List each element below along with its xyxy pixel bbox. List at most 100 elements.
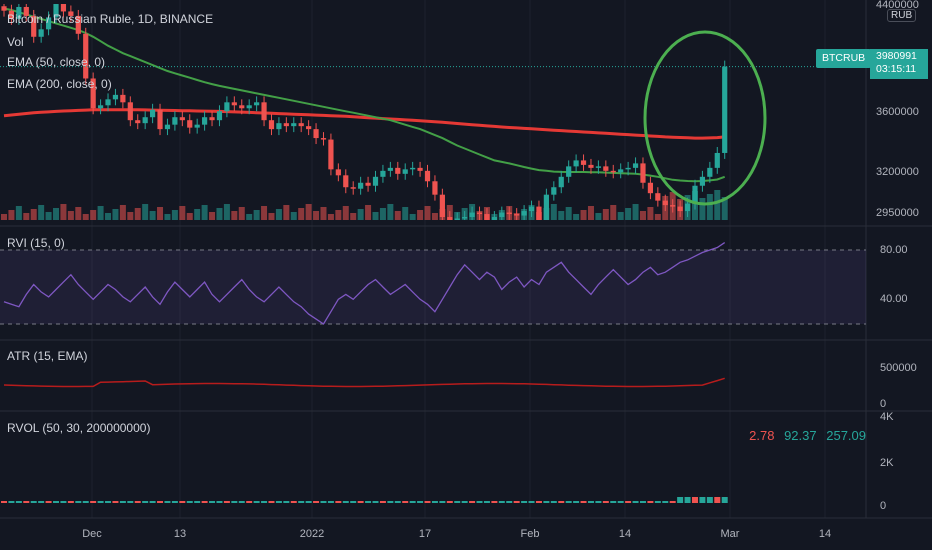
rvol-bar (580, 501, 587, 503)
candle-body (491, 217, 497, 220)
rvol-bar (142, 501, 149, 503)
candle-body (313, 129, 319, 139)
candle-body (610, 170, 616, 173)
price-axis-label: 3200000 (876, 166, 919, 178)
volume-bar (53, 208, 60, 220)
candle-body (677, 206, 683, 212)
rvol-bar (402, 501, 409, 503)
volume-bar (30, 209, 37, 220)
rvol-bar (454, 501, 461, 503)
candle-body (306, 126, 312, 130)
rvol-bar (60, 501, 67, 503)
candle-body (179, 117, 185, 121)
rvol-bar (424, 501, 431, 503)
rvi-legend[interactable]: RVI (15, 0) (7, 236, 65, 250)
volume-bar (60, 204, 67, 220)
rvol-bar (394, 501, 401, 503)
candle-body (543, 194, 549, 220)
volume-bar (261, 206, 268, 220)
rvol-bar (469, 501, 476, 503)
rvol-bar (335, 501, 342, 503)
volume-bar (201, 205, 208, 220)
candle-body (246, 105, 252, 109)
candle-body (97, 105, 104, 109)
volume-bar (275, 209, 282, 220)
candle-body (276, 123, 282, 130)
volume-bar (431, 213, 438, 220)
ema50-legend[interactable]: EMA (50, close, 0) (7, 55, 106, 69)
candle-body (506, 212, 512, 215)
volume-bar (134, 208, 141, 220)
time-axis-label: Feb (521, 528, 540, 540)
volume-bar (550, 204, 557, 220)
vol-legend[interactable]: Vol (7, 35, 24, 49)
candle-body (372, 176, 379, 186)
volume-bar (387, 204, 394, 220)
rvi-band-lines (0, 249, 866, 325)
candle-body (417, 167, 423, 171)
volume-bars (1, 190, 728, 220)
candle-body (224, 102, 230, 112)
candle-body (528, 206, 535, 212)
rvol-bar (350, 501, 357, 503)
currency-badge[interactable]: RUB (887, 9, 917, 22)
rvol-bar (298, 501, 305, 503)
rvol-bar (669, 501, 676, 503)
volume-bar (706, 194, 713, 220)
rvol-bar (82, 501, 89, 503)
volume-bar (105, 213, 112, 220)
rvol-bar (313, 501, 320, 503)
rvol-bar (632, 501, 639, 503)
rvol-bar (595, 501, 602, 503)
main-legend: Bitcoin / Russian Ruble, 1D, BINANCE (7, 12, 213, 26)
volume-bar (699, 198, 706, 220)
rvol-bar (201, 501, 208, 503)
rvol-bar (171, 501, 178, 503)
atr-legend[interactable]: ATR (15, EMA) (7, 349, 88, 363)
rvol-legend[interactable]: RVOL (50, 30, 200000000) (7, 421, 151, 435)
atr-axis-label: 500000 (880, 362, 917, 374)
time-axis-label: Mar (721, 528, 740, 540)
rvol-bar (216, 501, 223, 503)
rvol-bar (223, 501, 230, 503)
volume-bar (82, 214, 89, 220)
rvol-bar (38, 501, 45, 503)
volume-bar (119, 205, 126, 220)
candle-body (68, 11, 74, 16)
candle-body (1, 6, 7, 11)
candle-body (670, 205, 676, 207)
volume-bar (194, 209, 201, 220)
highlight-circle (643, 30, 767, 206)
volume-bar (75, 207, 82, 220)
volume-bar (223, 204, 230, 220)
main-legend-title[interactable]: Bitcoin / Russian Ruble, 1D, BINANCE (7, 12, 214, 26)
rvol-bar (521, 501, 528, 503)
rvol-bar (67, 501, 74, 503)
candle-body (514, 214, 520, 216)
ema200-legend[interactable]: EMA (200, close, 0) (7, 77, 112, 91)
rvol-bar (550, 501, 557, 503)
candle-body (558, 176, 564, 188)
candle-body (439, 194, 445, 218)
pane-separators (0, 0, 932, 519)
candle-body (692, 185, 698, 204)
candle-body (573, 160, 579, 167)
candle-body (105, 99, 111, 106)
candle-body (387, 167, 393, 171)
volume-bar (335, 210, 342, 220)
rvol-bar (157, 501, 164, 503)
rvi-axis-label: 40.00 (880, 293, 908, 305)
candle-body (625, 167, 631, 170)
rvol-bar (290, 501, 297, 503)
rvol-value-2: 92.37 (784, 428, 817, 443)
time-axis-label: 14 (619, 528, 631, 540)
volume-bar (290, 212, 297, 220)
rvol-bar (439, 501, 446, 503)
candle-body (462, 217, 468, 219)
candle-body (714, 152, 720, 168)
symbol-tag: BTCRUB (816, 49, 872, 68)
candle-body (320, 138, 327, 140)
candle-body (469, 212, 475, 218)
rvol-bar (662, 501, 669, 503)
